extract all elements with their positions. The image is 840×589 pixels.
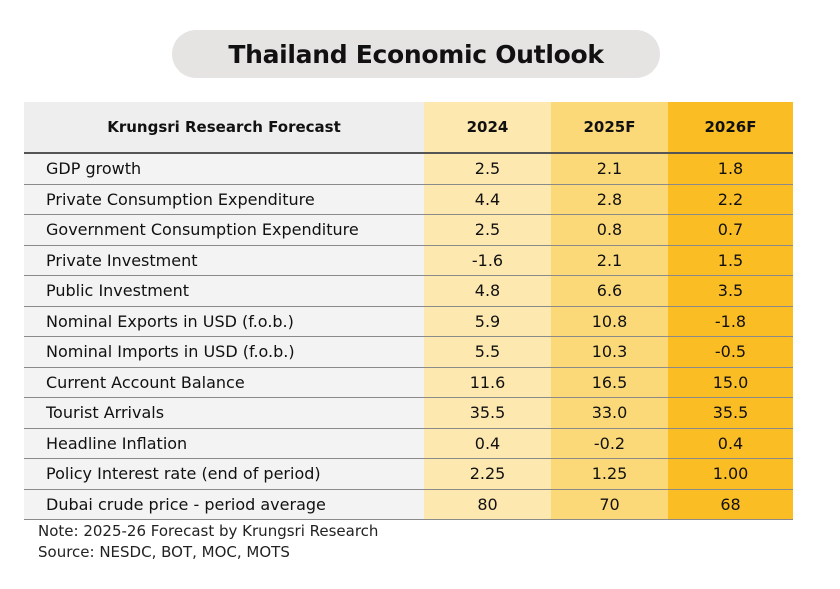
cell-value: 11.6 [424, 367, 551, 398]
cell-value: 2.5 [424, 214, 551, 246]
cell-value: 1.8 [668, 153, 793, 185]
footnotes: Note: 2025-26 Forecast by Krungsri Resea… [38, 521, 378, 563]
cell-value: 4.8 [424, 275, 551, 307]
page-title: Thailand Economic Outlook [172, 30, 660, 78]
table-row: Policy Interest rate (end of period) 2.25… [24, 458, 793, 490]
row-label: Government Consumption Expenditure [24, 214, 424, 246]
cell-value: 5.5 [424, 336, 551, 368]
table-row: Current Account Balance 11.6 16.5 15.0 [24, 367, 793, 398]
cell-value: 2.5 [424, 153, 551, 185]
table-row: Government Consumption Expenditure 2.5 0.8… [24, 214, 793, 246]
row-label: Tourist Arrivals [24, 397, 424, 429]
cell-value: 16.5 [551, 367, 668, 398]
row-label: Headline Inflation [24, 428, 424, 459]
forecast-table: Krungsri Research Forecast 2024 2025F 20… [24, 102, 793, 520]
table-row: Private Consumption Expenditure 4.4 2.8 2.2 [24, 184, 793, 215]
cell-value: 2.2 [668, 184, 793, 215]
row-label: Nominal Imports in USD (f.o.b.) [24, 336, 424, 368]
row-label: Private Investment [24, 245, 424, 276]
table-row: Nominal Imports in USD (f.o.b.) 5.5 10.3 -0… [24, 336, 793, 368]
table-row: GDP growth 2.5 2.1 1.8 [24, 153, 793, 185]
cell-value: 15.0 [668, 367, 793, 398]
cell-value: 1.25 [551, 458, 668, 490]
cell-value: 0.8 [551, 214, 668, 246]
header-2026f: 2026F [668, 102, 793, 154]
cell-value: 0.4 [424, 428, 551, 459]
cell-value: 0.4 [668, 428, 793, 459]
header-row: Krungsri Research Forecast 2024 2025F 20… [24, 102, 793, 154]
cell-value: -0.2 [551, 428, 668, 459]
cell-value: 2.1 [551, 153, 668, 185]
cell-value: 70 [551, 489, 668, 520]
row-label: Dubai crude price - period average [24, 489, 424, 520]
row-label: Nominal Exports in USD (f.o.b.) [24, 306, 424, 337]
cell-value: 10.8 [551, 306, 668, 337]
header-label: Krungsri Research Forecast [24, 102, 424, 154]
cell-value: 2.1 [551, 245, 668, 276]
cell-value: 3.5 [668, 275, 793, 307]
table-row: Nominal Exports in USD (f.o.b.) 5.9 10.8 -1… [24, 306, 793, 337]
row-label: Public Investment [24, 275, 424, 307]
row-label: Policy Interest rate (end of period) [24, 458, 424, 490]
cell-value: 10.3 [551, 336, 668, 368]
cell-value: 1.00 [668, 458, 793, 490]
cell-value: 0.7 [668, 214, 793, 246]
header-2024: 2024 [424, 102, 551, 154]
cell-value: -1.6 [424, 245, 551, 276]
cell-value: 2.8 [551, 184, 668, 215]
cell-value: 68 [668, 489, 793, 520]
cell-value: 1.5 [668, 245, 793, 276]
cell-value: -1.8 [668, 306, 793, 337]
table-row: Tourist Arrivals 35.5 33.0 35.5 [24, 397, 793, 429]
table-row: Headline Inflation 0.4 -0.2 0.4 [24, 428, 793, 459]
note: Note: 2025-26 Forecast by Krungsri Resea… [38, 522, 379, 540]
cell-value: 35.5 [668, 397, 793, 429]
cell-value: -0.5 [668, 336, 793, 368]
source: Source: NESDC, BOT, MOC, MOTS [38, 543, 290, 561]
row-label: Current Account Balance [24, 367, 424, 398]
row-label: Private Consumption Expenditure [24, 184, 424, 215]
cell-value: 33.0 [551, 397, 668, 429]
table-row: Dubai crude price - period average 80 70 68 [24, 489, 793, 520]
cell-value: 5.9 [424, 306, 551, 337]
cell-value: 2.25 [424, 458, 551, 490]
cell-value: 6.6 [551, 275, 668, 307]
cell-value: 80 [424, 489, 551, 520]
cell-value: 4.4 [424, 184, 551, 215]
table-row: Public Investment 4.8 6.6 3.5 [24, 275, 793, 307]
table-row: Private Investment -1.6 2.1 1.5 [24, 245, 793, 276]
row-label: GDP growth [24, 153, 424, 185]
header-2025f: 2025F [551, 102, 668, 154]
cell-value: 35.5 [424, 397, 551, 429]
